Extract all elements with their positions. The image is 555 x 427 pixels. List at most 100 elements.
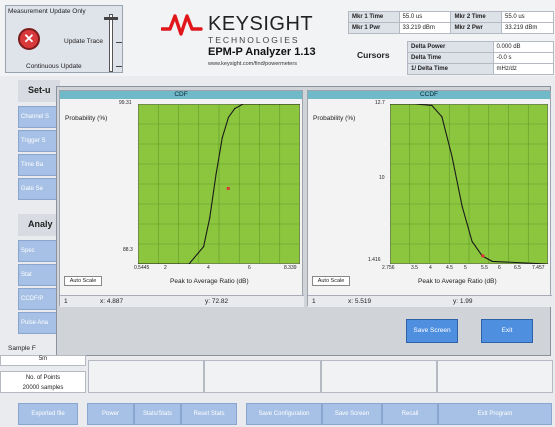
slider-tick [116,66,122,67]
sidebar-item-stat[interactable]: Stat [18,264,60,286]
num-points-label: No. of Points [25,375,61,381]
num-points-box: No. of Points 20000 samples [0,371,86,393]
delta-table: Delta Power 0.000 dB Delta Time -0.0 s 1… [407,41,555,75]
ccdf-title: CCDF [308,91,550,99]
cdf-y-bottom: 88.3 [123,247,133,253]
ccdf-xlabel: Peak to Average Ratio (dB) [418,278,497,285]
cdf-cursor-readout: 1 x: 4.887 y: 72.82 [60,295,304,307]
keysight-logo-icon [161,14,203,36]
exported-file-button[interactable]: Exported file [18,403,78,425]
mkr1-time-value: 55.0 us [398,11,452,23]
cdf-x-tick: 0.5445 [134,265,150,271]
ccdf-data-point [451,155,453,158]
mkr2-time-label: Mkr 2 Time [450,11,502,23]
cdf-cursor-marker [226,186,230,190]
mkr2-pwr-label: Mkr 2 Pwr [450,22,502,34]
cdf-data-point [202,245,205,248]
cdf-panel: CDF Probability (%) 99.31 88.3 0.5445 2 … [59,90,304,307]
app-title: EPM-P Analyzer 1.13 [208,46,316,58]
cdf-data-point [242,104,244,105]
ccdf-data-point [441,116,443,118]
cdf-autoscale-button[interactable]: Auto Scale [64,276,102,286]
cdf-data-point [188,263,190,264]
delta-time-label: Delta Time [407,52,494,64]
cdf-data-point [209,216,211,219]
ccdf-x-tick: 5 [464,265,467,271]
cdf-x-tick: 8.339 [284,265,297,271]
mkr2-time-value: 55.0 us [501,11,554,23]
tab-analysis[interactable]: Analy [18,214,60,236]
ccdf-readout-y: y: 1.99 [453,298,473,305]
cdf-data-point [221,136,223,139]
app-url[interactable]: www.keysight.com/find/powermeters [208,61,297,67]
ccdf-data-point [471,240,473,243]
update-mode-slider-thumb[interactable] [104,17,118,20]
cdf-readout-y: y: 72.82 [205,298,229,305]
ccdf-readout-marker: 1 [312,298,316,305]
sample-freq-value: 5m [0,355,86,366]
save-configuration-button[interactable]: Save Configuration [246,403,322,425]
inv-delta-time-label: 1/ Delta Time [407,63,494,75]
sidebar-item-trigger[interactable]: Trigger S [18,130,60,152]
cdf-data-point [234,107,236,110]
ccdf-cursor-readout: 1 x: 5.519 y: 1.99 [308,295,552,307]
cdf-plot[interactable] [138,104,300,264]
exit-button[interactable]: Exit [481,319,533,343]
sidebar-item-pulse[interactable]: Pulse Ana [18,312,60,334]
sidebar-item-ccdf[interactable]: CCDF/P [18,288,60,310]
sidebar-item-spec[interactable]: Spec [18,240,60,262]
ccdf-data-point [431,104,433,107]
update-mode-slider[interactable] [109,14,113,72]
info-cell [436,360,553,393]
inv-delta-time-value: mHz/dz [492,63,555,75]
info-cell [204,360,321,393]
power-button[interactable]: Power [87,403,134,425]
mkr2-pwr-value: 33.219 dBm [501,22,554,34]
ccdf-autoscale-button[interactable]: Auto Scale [312,276,350,286]
ccdf-data-point [414,104,416,105]
sidebar-item-timebase[interactable]: Time Ba [18,154,60,176]
marker-table: Mkr 1 Time 55.0 us Mkr 2 Time 55.0 us Mk… [348,11,554,34]
cdf-xlabel: Peak to Average Ratio (dB) [170,278,249,285]
save-screen-bottom-button[interactable]: Save Screen [322,403,382,425]
slider-tick [116,42,122,43]
cdf-title: CDF [60,91,302,99]
update-trace-label: Update Trace [64,38,104,45]
cdf-data-point [138,263,139,264]
sidebar-item-gate[interactable]: Gate Se [18,178,60,200]
exit-program-button[interactable]: Exit Program [438,403,552,425]
ccdf-ylabel: Probability (%) [313,115,356,122]
cdf-readout-x: x: 4.887 [100,298,124,305]
mkr1-pwr-label: Mkr 1 Pwr [348,22,400,34]
ccdf-x-tick: 7.457 [532,265,545,271]
recall-button[interactable]: Recall [382,403,438,425]
info-cells [88,360,553,393]
ccdf-x-tick: 4 [429,265,432,271]
update-mode-panel: Measurement Update Only ✕ Update Trace C… [5,5,123,73]
cursors-label: Cursors [357,50,390,60]
tab-setup[interactable]: Set-u [18,80,60,102]
cdf-x-tick: 4 [207,265,210,271]
cdf-x-tick: 2 [164,265,167,271]
cdf-data-point [227,116,230,118]
ccdf-series-line [390,104,548,264]
delta-power-value: 0.000 dB [492,41,555,53]
cdf-y-top: 99.31 [119,100,132,106]
continuous-update-label: Continuous Update [26,63,82,70]
num-points-value: 20000 samples [22,385,64,391]
cdf-readout-marker: 1 [64,298,68,305]
ccdf-plot[interactable] [390,104,548,264]
ccdf-cursor-marker [481,254,485,258]
stats-button[interactable]: Stats/Stats [134,403,181,425]
ccdf-y-bottom: 1.416 [368,257,381,263]
ccdf-x-tick: 5.5 [481,265,488,271]
ccdf-data-point [461,205,463,207]
close-icon[interactable]: ✕ [18,28,40,50]
mkr1-time-label: Mkr 1 Time [348,11,400,23]
save-screen-button[interactable]: Save Screen [406,319,458,343]
cdf-data-point [299,104,300,105]
cdf-data-point [250,104,252,105]
sidebar-item-channel[interactable]: Channel S [18,106,60,128]
reset-stats-button[interactable]: Reset Stats [181,403,237,425]
mkr1-pwr-value: 33.219 dBm [398,22,452,34]
